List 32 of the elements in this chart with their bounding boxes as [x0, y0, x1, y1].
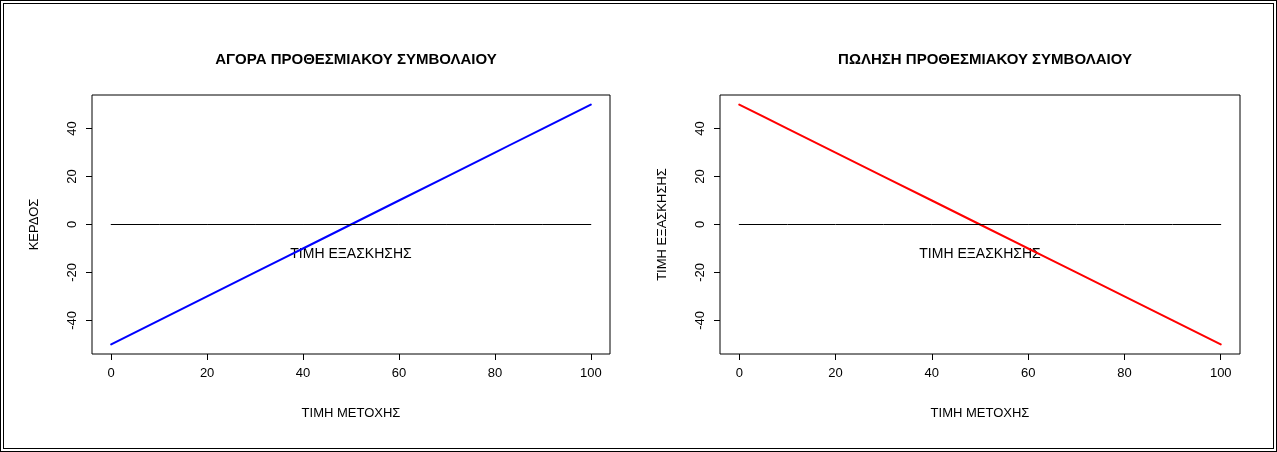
annotation: ΤΙΜΗ ΕΞΑΣΚΗΣΗΣ: [919, 244, 1042, 261]
x-tick-label: 100: [1209, 365, 1232, 380]
line-series: [738, 103, 1222, 346]
x-axis-title: ΤΙΜΗ ΜΕΤΟΧΗΣ: [930, 405, 1030, 420]
y-tick-label: 0: [692, 220, 707, 229]
x-tick-label: 80: [487, 365, 503, 380]
x-tick-label: 40: [924, 365, 940, 380]
y-axis-title: ΤΙΜΗ ΕΞΑΣΚΗΣΗΣ: [654, 168, 669, 281]
chart-title: ΠΩΛΗΣΗ ΠΡΟΘΕΣΜΙΑΚΟΥ ΣΥΜΒΟΛΑΙΟΥ: [838, 50, 1132, 67]
y-tick-label: -20: [64, 263, 79, 282]
x-axis-title: ΤΙΜΗ ΜΕΤΟΧΗΣ: [301, 405, 401, 420]
x-tick-label: 60: [1020, 365, 1036, 380]
y-tick-label: 40: [692, 121, 707, 136]
x-tick-label: 20: [828, 365, 843, 380]
y-tick-label: -40: [692, 311, 707, 330]
x-tick-label: 40: [295, 365, 311, 380]
x-tick-label: 100: [579, 365, 602, 380]
x-tick-label: 80: [1117, 365, 1132, 380]
chart-title: ΑΓΟΡΑ ΠΡΟΘΕΣΜΙΑΚΟΥ ΣΥΜΒΟΛΑΙΟΥ: [215, 50, 497, 67]
x-tick-label: 0: [735, 365, 743, 380]
y-tick-label: 0: [64, 220, 79, 229]
y-tick-label: 20: [64, 169, 79, 184]
x-tick-label: 60: [391, 365, 407, 380]
y-axis-title: ΚΕΡΔΟΣ: [26, 198, 41, 251]
line-series: [110, 103, 592, 346]
x-tick-label: 20: [199, 365, 215, 380]
x-tick-label: 0: [107, 365, 115, 380]
y-tick-label: 20: [692, 169, 707, 184]
annotation: ΤΙΜΗ ΕΞΑΣΚΗΣΗΣ: [290, 244, 413, 261]
y-tick-label: -20: [692, 263, 707, 282]
y-tick-label: 40: [64, 121, 79, 136]
y-tick-label: -40: [64, 311, 79, 330]
